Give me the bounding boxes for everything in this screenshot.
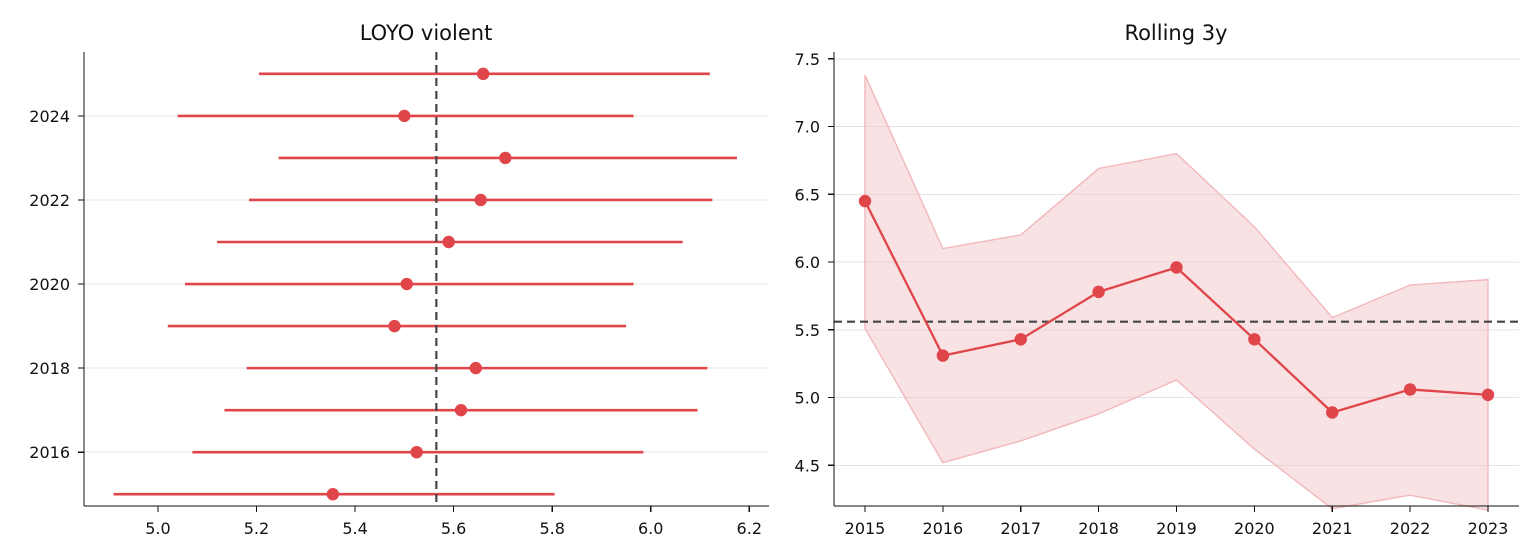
loyo-x-tick-label: 5.4 <box>342 519 367 538</box>
loyo-point <box>400 277 413 291</box>
rolling-panel: Rolling 3y 2015 2016 2017 2018 2019 2020 2021 2… <box>795 21 1519 538</box>
rolling-y-tick-label: 5.5 <box>795 321 820 340</box>
loyo-point <box>388 319 401 333</box>
rolling-x-tick-label: 2019 <box>1156 519 1197 538</box>
loyo-point <box>454 403 468 417</box>
loyo-point <box>469 361 482 375</box>
rolling-x-tick-label: 2022 <box>1390 519 1431 538</box>
loyo-point <box>476 67 490 81</box>
loyo-point <box>410 445 423 459</box>
rolling-y-tick-label: 5.0 <box>795 389 820 408</box>
rolling-x-tick-label: 2021 <box>1312 519 1353 538</box>
loyo-x-tick-label: 6.0 <box>638 519 663 538</box>
loyo-title: LOYO violent <box>360 21 493 45</box>
rolling-y-tick-label: 7.0 <box>795 118 820 137</box>
loyo-y-tick-label: 2022 <box>29 191 70 210</box>
rolling-point-group <box>858 194 1495 419</box>
rolling-point <box>1248 333 1261 346</box>
loyo-y-tick-label: 2024 <box>29 107 70 126</box>
loyo-panel: LOYO violent 5.0 5.2 5.4 5.6 5.8 6.0 6.2 20162… <box>29 21 769 538</box>
rolling-point <box>858 194 872 208</box>
rolling-point <box>1014 333 1027 346</box>
rolling-x-tick-label: 2017 <box>1000 519 1041 538</box>
loyo-y-tick-label: 2016 <box>29 443 70 462</box>
loyo-x-ticks: 5.0 5.2 5.4 5.6 5.8 6.0 6.2 <box>145 506 762 538</box>
rolling-point <box>1481 388 1495 402</box>
loyo-point <box>474 193 487 207</box>
loyo-point <box>442 235 455 249</box>
loyo-x-tick-label: 5.8 <box>539 519 564 538</box>
rolling-x-tick-label: 2023 <box>1468 519 1509 538</box>
loyo-x-tick-label: 5.2 <box>244 519 269 538</box>
loyo-x-tick-label: 5.6 <box>441 519 466 538</box>
rolling-y-tick-label: 6.0 <box>795 253 820 272</box>
loyo-y-tick-label: 2018 <box>29 359 70 378</box>
loyo-point <box>499 151 512 165</box>
rolling-point <box>1403 383 1417 396</box>
loyo-point <box>326 488 340 501</box>
loyo-point-group <box>326 67 512 501</box>
rolling-y-tick-label: 4.5 <box>795 456 820 475</box>
rolling-x-tick-label: 2016 <box>923 519 964 538</box>
rolling-confidence-band <box>864 74 1489 511</box>
loyo-point <box>398 109 411 123</box>
loyo-x-tick-label: 5.0 <box>145 519 170 538</box>
rolling-x-tick-label: 2020 <box>1234 519 1275 538</box>
rolling-x-ticks: 2015 2016 2017 2018 2019 2020 2021 2022 2023 <box>845 506 1509 538</box>
rolling-point <box>1326 406 1339 419</box>
rolling-title: Rolling 3y <box>1124 21 1227 45</box>
rolling-point <box>936 349 950 362</box>
loyo-y-tick-label: 2020 <box>29 275 70 294</box>
rolling-y-tick-label: 7.5 <box>795 50 820 69</box>
rolling-x-tick-label: 2018 <box>1078 519 1119 538</box>
rolling-y-ticks: 4.5 5.0 5.5 6.0 6.5 7.0 7.5 <box>795 50 834 475</box>
loyo-x-tick-label: 6.2 <box>737 519 762 538</box>
rolling-point <box>1092 285 1105 299</box>
rolling-y-tick-label: 6.5 <box>795 185 820 204</box>
rolling-x-tick-label: 2015 <box>845 519 886 538</box>
loyo-y-ticks: 2016 2018 2020 2022 2024 <box>29 107 84 462</box>
rolling-point <box>1170 261 1183 274</box>
